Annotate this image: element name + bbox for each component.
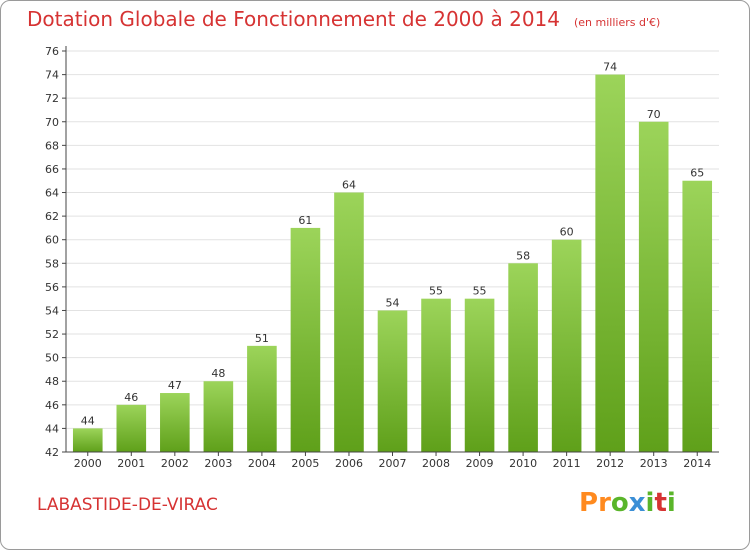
data-label: 44 — [81, 414, 95, 427]
title-row: Dotation Globale de Fonctionnement de 20… — [27, 7, 660, 31]
y-tick-label: 58 — [45, 257, 59, 270]
x-tick-label: 2014 — [683, 457, 711, 470]
y-tick-label: 72 — [45, 92, 59, 105]
chart-unit: (en milliers d'€) — [574, 16, 661, 29]
bar — [116, 404, 147, 452]
axis-layer: 42 44 46 48 50 52 54 56 58 60 62 64 66 68 70 72 74 76 2000… — [45, 45, 719, 470]
x-tick-label: 2012 — [596, 457, 624, 470]
x-tick-label: 2011 — [553, 457, 581, 470]
data-label: 48 — [211, 367, 225, 380]
bar — [595, 74, 625, 453]
data-label: 74 — [603, 61, 617, 74]
y-tick-label: 42 — [45, 446, 59, 459]
y-tick-label: 62 — [45, 210, 59, 223]
data-label: 55 — [429, 285, 443, 298]
x-tick-label: 2005 — [291, 457, 319, 470]
chart-title: Dotation Globale de Fonctionnement de 20… — [27, 7, 560, 31]
data-label: 61 — [298, 214, 312, 227]
x-tick-label: 2013 — [640, 457, 668, 470]
bar — [421, 298, 451, 452]
bar — [247, 345, 277, 452]
y-tick-label: 76 — [45, 45, 59, 58]
x-tick-label: 2000 — [74, 457, 102, 470]
bar — [508, 263, 538, 452]
bar — [464, 298, 495, 452]
y-tick-label: 44 — [45, 422, 59, 435]
y-tick-label: 52 — [45, 328, 59, 341]
x-tick-label: 2001 — [117, 457, 145, 470]
y-tick-label: 56 — [45, 281, 59, 294]
y-tick-label: 54 — [45, 304, 59, 317]
x-tick-label: 2006 — [335, 457, 363, 470]
x-tick-label: 2004 — [248, 457, 276, 470]
bar — [682, 180, 713, 452]
bar — [72, 428, 103, 452]
data-label: 47 — [168, 379, 182, 392]
data-label: 54 — [386, 296, 400, 309]
proxiti-logo[interactable]: Proxiti — [579, 488, 676, 518]
data-label: 64 — [342, 179, 356, 192]
y-tick-label: 66 — [45, 163, 59, 176]
data-label: 46 — [124, 391, 138, 404]
bar — [638, 121, 669, 452]
y-tick-label: 48 — [45, 375, 59, 388]
bar — [334, 192, 364, 452]
bar — [160, 393, 190, 452]
y-tick-label: 64 — [45, 187, 59, 200]
y-tick-label: 60 — [45, 234, 59, 247]
bar-layer: 44 46 47 48 51 61 64 54 55 55 58 60 74 70 65 — [72, 61, 713, 453]
y-tick-label: 74 — [45, 69, 59, 82]
y-tick-label: 46 — [45, 399, 59, 412]
data-label: 70 — [647, 108, 661, 121]
x-tick-label: 2008 — [422, 457, 450, 470]
commune-name: LABASTIDE-DE-VIRAC — [37, 495, 218, 515]
data-label: 65 — [690, 167, 704, 180]
y-tick-label: 68 — [45, 139, 59, 152]
bar — [377, 310, 408, 452]
bar — [290, 227, 321, 452]
y-tick-label: 50 — [45, 352, 59, 365]
x-tick-label: 2002 — [161, 457, 189, 470]
data-label: 51 — [255, 332, 269, 345]
data-label: 60 — [560, 226, 574, 239]
bar — [551, 239, 582, 452]
data-label: 55 — [473, 285, 487, 298]
y-tick-label: 70 — [45, 116, 59, 129]
x-tick-label: 2007 — [379, 457, 407, 470]
x-tick-label: 2003 — [204, 457, 232, 470]
data-label: 58 — [516, 249, 530, 262]
x-tick-label: 2010 — [509, 457, 537, 470]
bar — [203, 381, 234, 452]
x-tick-label: 2009 — [466, 457, 494, 470]
